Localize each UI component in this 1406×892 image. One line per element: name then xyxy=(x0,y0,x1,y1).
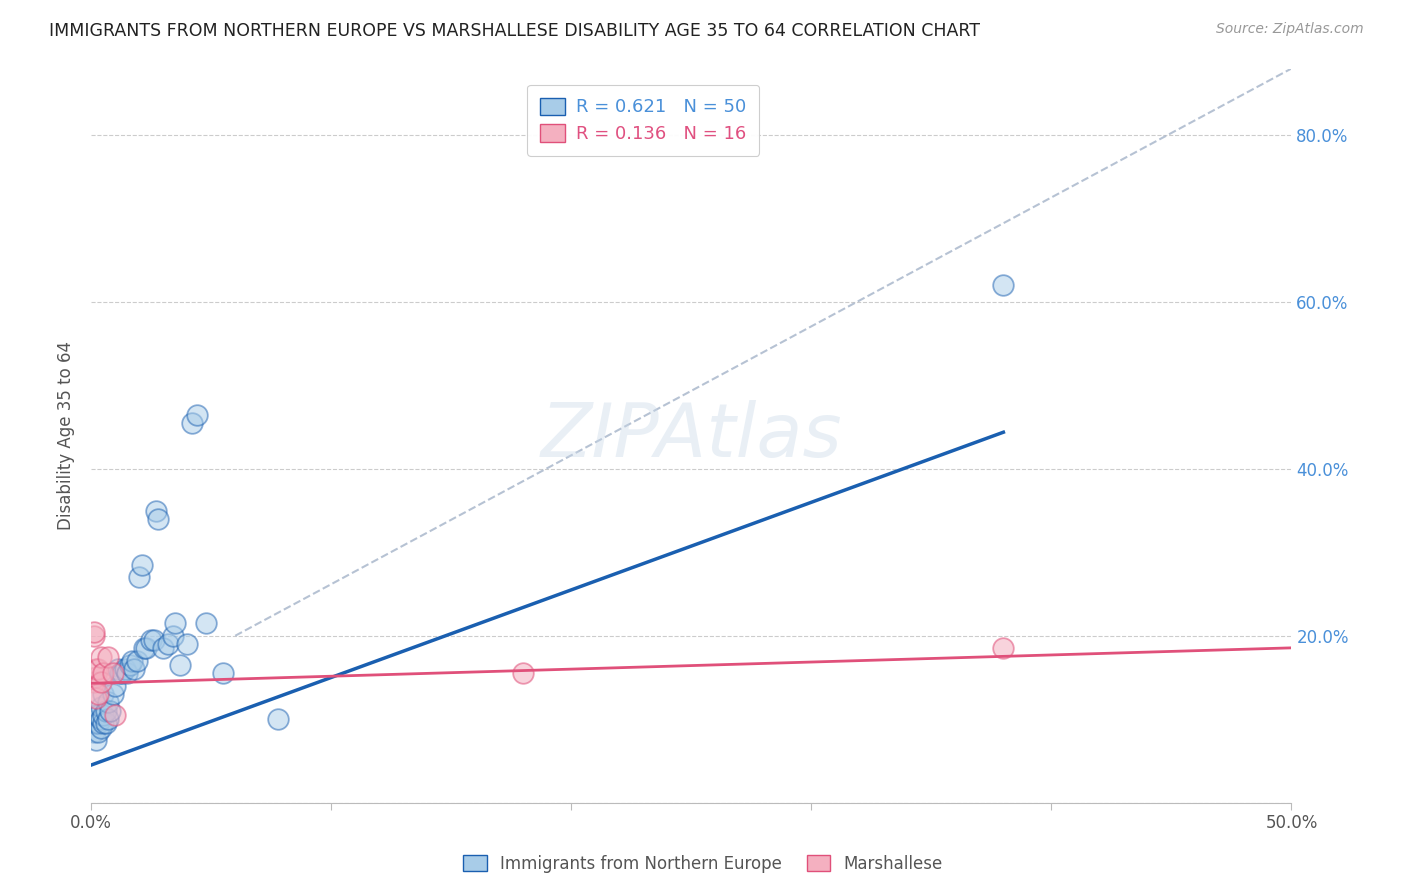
Point xyxy=(90,712,112,726)
Point xyxy=(91,708,114,723)
Point xyxy=(84,670,107,684)
Point xyxy=(111,666,134,681)
Point xyxy=(141,632,163,647)
Point xyxy=(104,679,127,693)
Point xyxy=(87,708,110,723)
Point xyxy=(165,616,187,631)
Point xyxy=(87,662,110,676)
Point xyxy=(91,687,114,701)
Point xyxy=(91,716,114,731)
Point xyxy=(107,662,129,676)
Point xyxy=(135,641,157,656)
Y-axis label: Disability Age 35 to 64: Disability Age 35 to 64 xyxy=(58,341,75,530)
Point xyxy=(90,721,112,735)
Point xyxy=(156,637,179,651)
Point xyxy=(101,687,124,701)
Point xyxy=(90,699,112,714)
Text: ZIPAtlas: ZIPAtlas xyxy=(540,400,842,472)
Point xyxy=(87,687,110,701)
Point xyxy=(125,654,148,668)
Point xyxy=(128,570,150,584)
Point xyxy=(90,649,112,664)
Point xyxy=(115,666,138,681)
Point xyxy=(212,666,235,681)
Point xyxy=(162,629,184,643)
Point xyxy=(131,558,153,572)
Text: Source: ZipAtlas.com: Source: ZipAtlas.com xyxy=(1216,22,1364,37)
Point xyxy=(118,657,141,672)
Point xyxy=(267,712,290,726)
Point xyxy=(98,704,121,718)
Point xyxy=(195,616,218,631)
Point xyxy=(83,674,105,689)
Point xyxy=(142,632,165,647)
Point xyxy=(83,629,105,643)
Point xyxy=(124,662,146,676)
Point xyxy=(97,712,120,726)
Point xyxy=(512,666,534,681)
Point xyxy=(121,654,143,668)
Point xyxy=(993,278,1015,293)
Point xyxy=(176,637,198,651)
Point xyxy=(87,724,110,739)
Point xyxy=(152,641,174,656)
Point xyxy=(91,666,114,681)
Point xyxy=(181,416,204,430)
Point xyxy=(84,662,107,676)
Text: IMMIGRANTS FROM NORTHERN EUROPE VS MARSHALLESE DISABILITY AGE 35 TO 64 CORRELATI: IMMIGRANTS FROM NORTHERN EUROPE VS MARSH… xyxy=(49,22,980,40)
Point xyxy=(108,666,131,681)
Point xyxy=(101,666,124,681)
Point xyxy=(145,503,167,517)
Point xyxy=(114,662,136,676)
Point xyxy=(84,691,107,706)
Point xyxy=(97,696,120,710)
Point xyxy=(84,716,107,731)
Point xyxy=(83,724,105,739)
Point xyxy=(84,708,107,723)
Point xyxy=(94,716,117,731)
Point xyxy=(132,641,155,656)
Point xyxy=(83,624,105,639)
Legend: R = 0.621   N = 50, R = 0.136   N = 16: R = 0.621 N = 50, R = 0.136 N = 16 xyxy=(527,85,759,156)
Point xyxy=(90,674,112,689)
Point xyxy=(83,716,105,731)
Point xyxy=(993,641,1015,656)
Point xyxy=(87,716,110,731)
Point xyxy=(104,708,127,723)
Point xyxy=(148,512,170,526)
Point xyxy=(97,649,120,664)
Point xyxy=(186,408,208,422)
Point xyxy=(84,733,107,747)
Point xyxy=(94,704,117,718)
Point xyxy=(169,657,191,672)
Legend: Immigrants from Northern Europe, Marshallese: Immigrants from Northern Europe, Marshal… xyxy=(457,848,949,880)
